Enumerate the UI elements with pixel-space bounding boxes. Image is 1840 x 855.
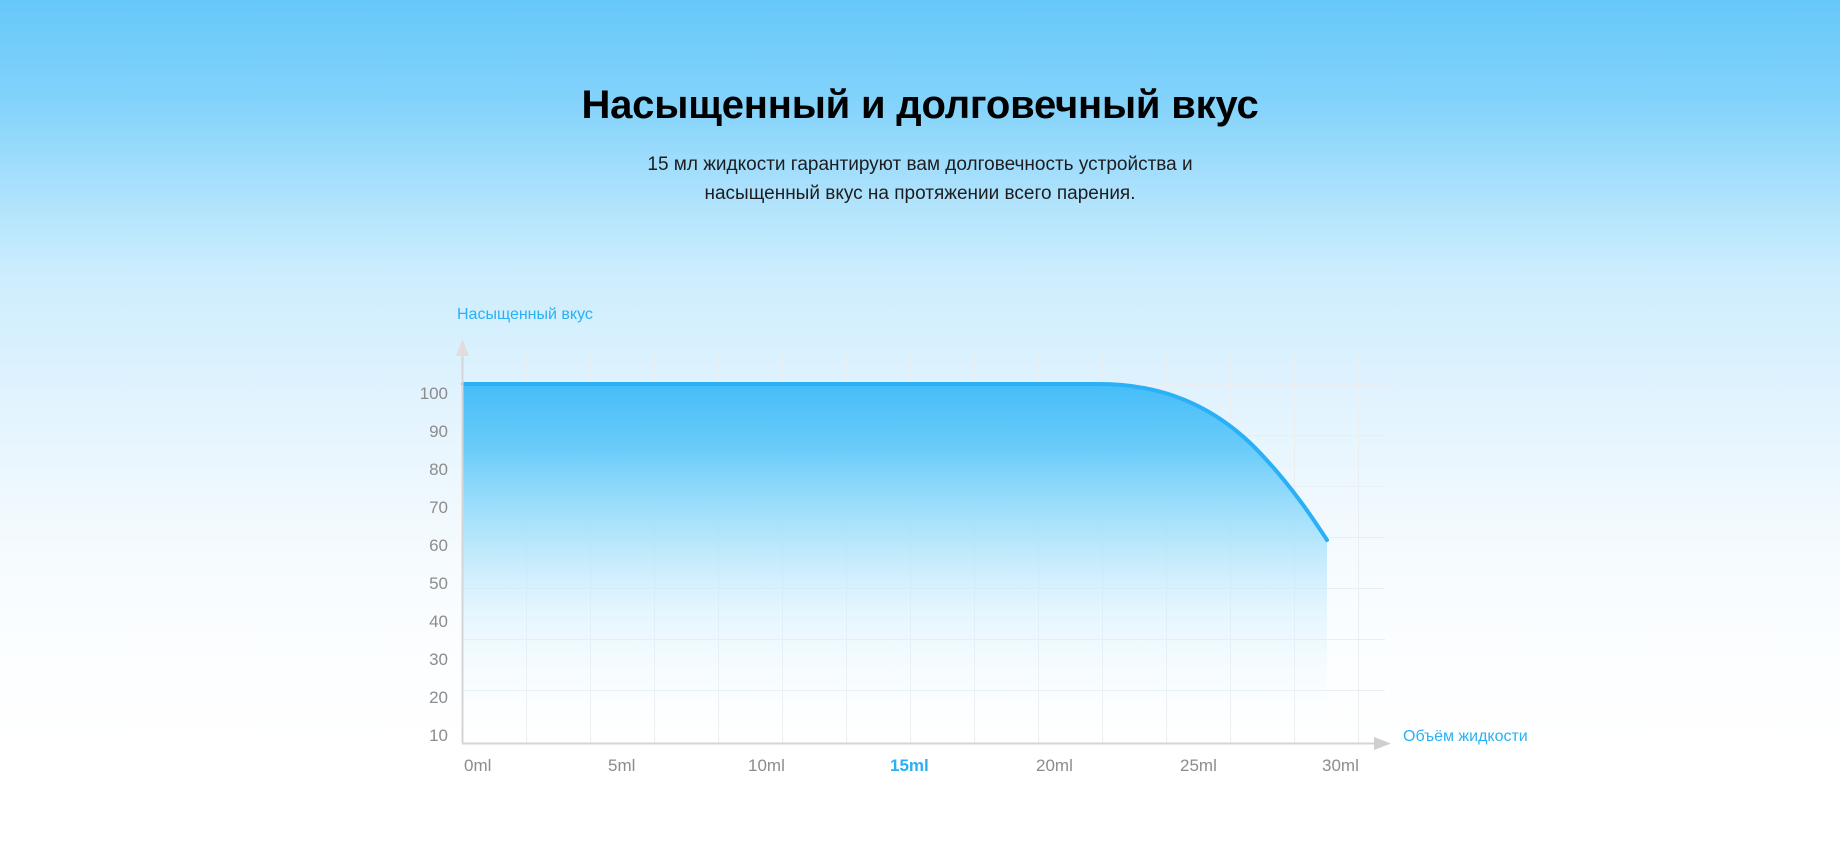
page-title: Насыщенный и долговечный вкус <box>581 83 1259 127</box>
page-subtitle: 15 мл жидкости гарантируют вам долговечн… <box>0 128 1840 209</box>
y-axis-title: Насыщенный вкус <box>457 306 593 323</box>
x-tick-0ml: 0ml <box>464 756 492 775</box>
y-tick-70: 70 <box>429 498 448 517</box>
area-fill <box>463 384 1327 743</box>
y-tick-10: 10 <box>429 726 448 745</box>
x-tick-5ml: 5ml <box>608 756 636 775</box>
x-tick-25ml: 25ml <box>1180 756 1217 775</box>
subtitle-line-2: насыщенный вкус на протяжении всего паре… <box>704 183 1136 205</box>
y-tick-20: 20 <box>429 688 448 707</box>
y-tick-40: 40 <box>429 612 448 631</box>
y-tick-100: 100 <box>419 384 448 403</box>
x-tick-15ml: 15ml <box>890 756 929 775</box>
y-tick-90: 90 <box>429 422 448 441</box>
x-tick-20ml: 20ml <box>1036 756 1073 775</box>
y-axis-ticks: 100 90 80 70 60 50 40 30 20 10 <box>406 0 448 855</box>
y-tick-80: 80 <box>429 460 448 479</box>
x-axis <box>462 737 1391 750</box>
x-tick-10ml: 10ml <box>748 756 785 775</box>
x-axis-title: Объём жидкости <box>1403 728 1528 745</box>
flavor-curve <box>461 382 1329 542</box>
subtitle-line-1: 15 мл жидкости гарантируют вам долговечн… <box>647 154 1193 175</box>
y-axis <box>456 339 469 743</box>
header: Насыщенный и долговечный вкус 15 мл жидк… <box>0 0 1840 209</box>
x-tick-30ml: 30ml <box>1322 756 1359 775</box>
y-tick-50: 50 <box>429 574 448 593</box>
y-tick-60: 60 <box>429 536 448 555</box>
y-tick-30: 30 <box>429 650 448 669</box>
